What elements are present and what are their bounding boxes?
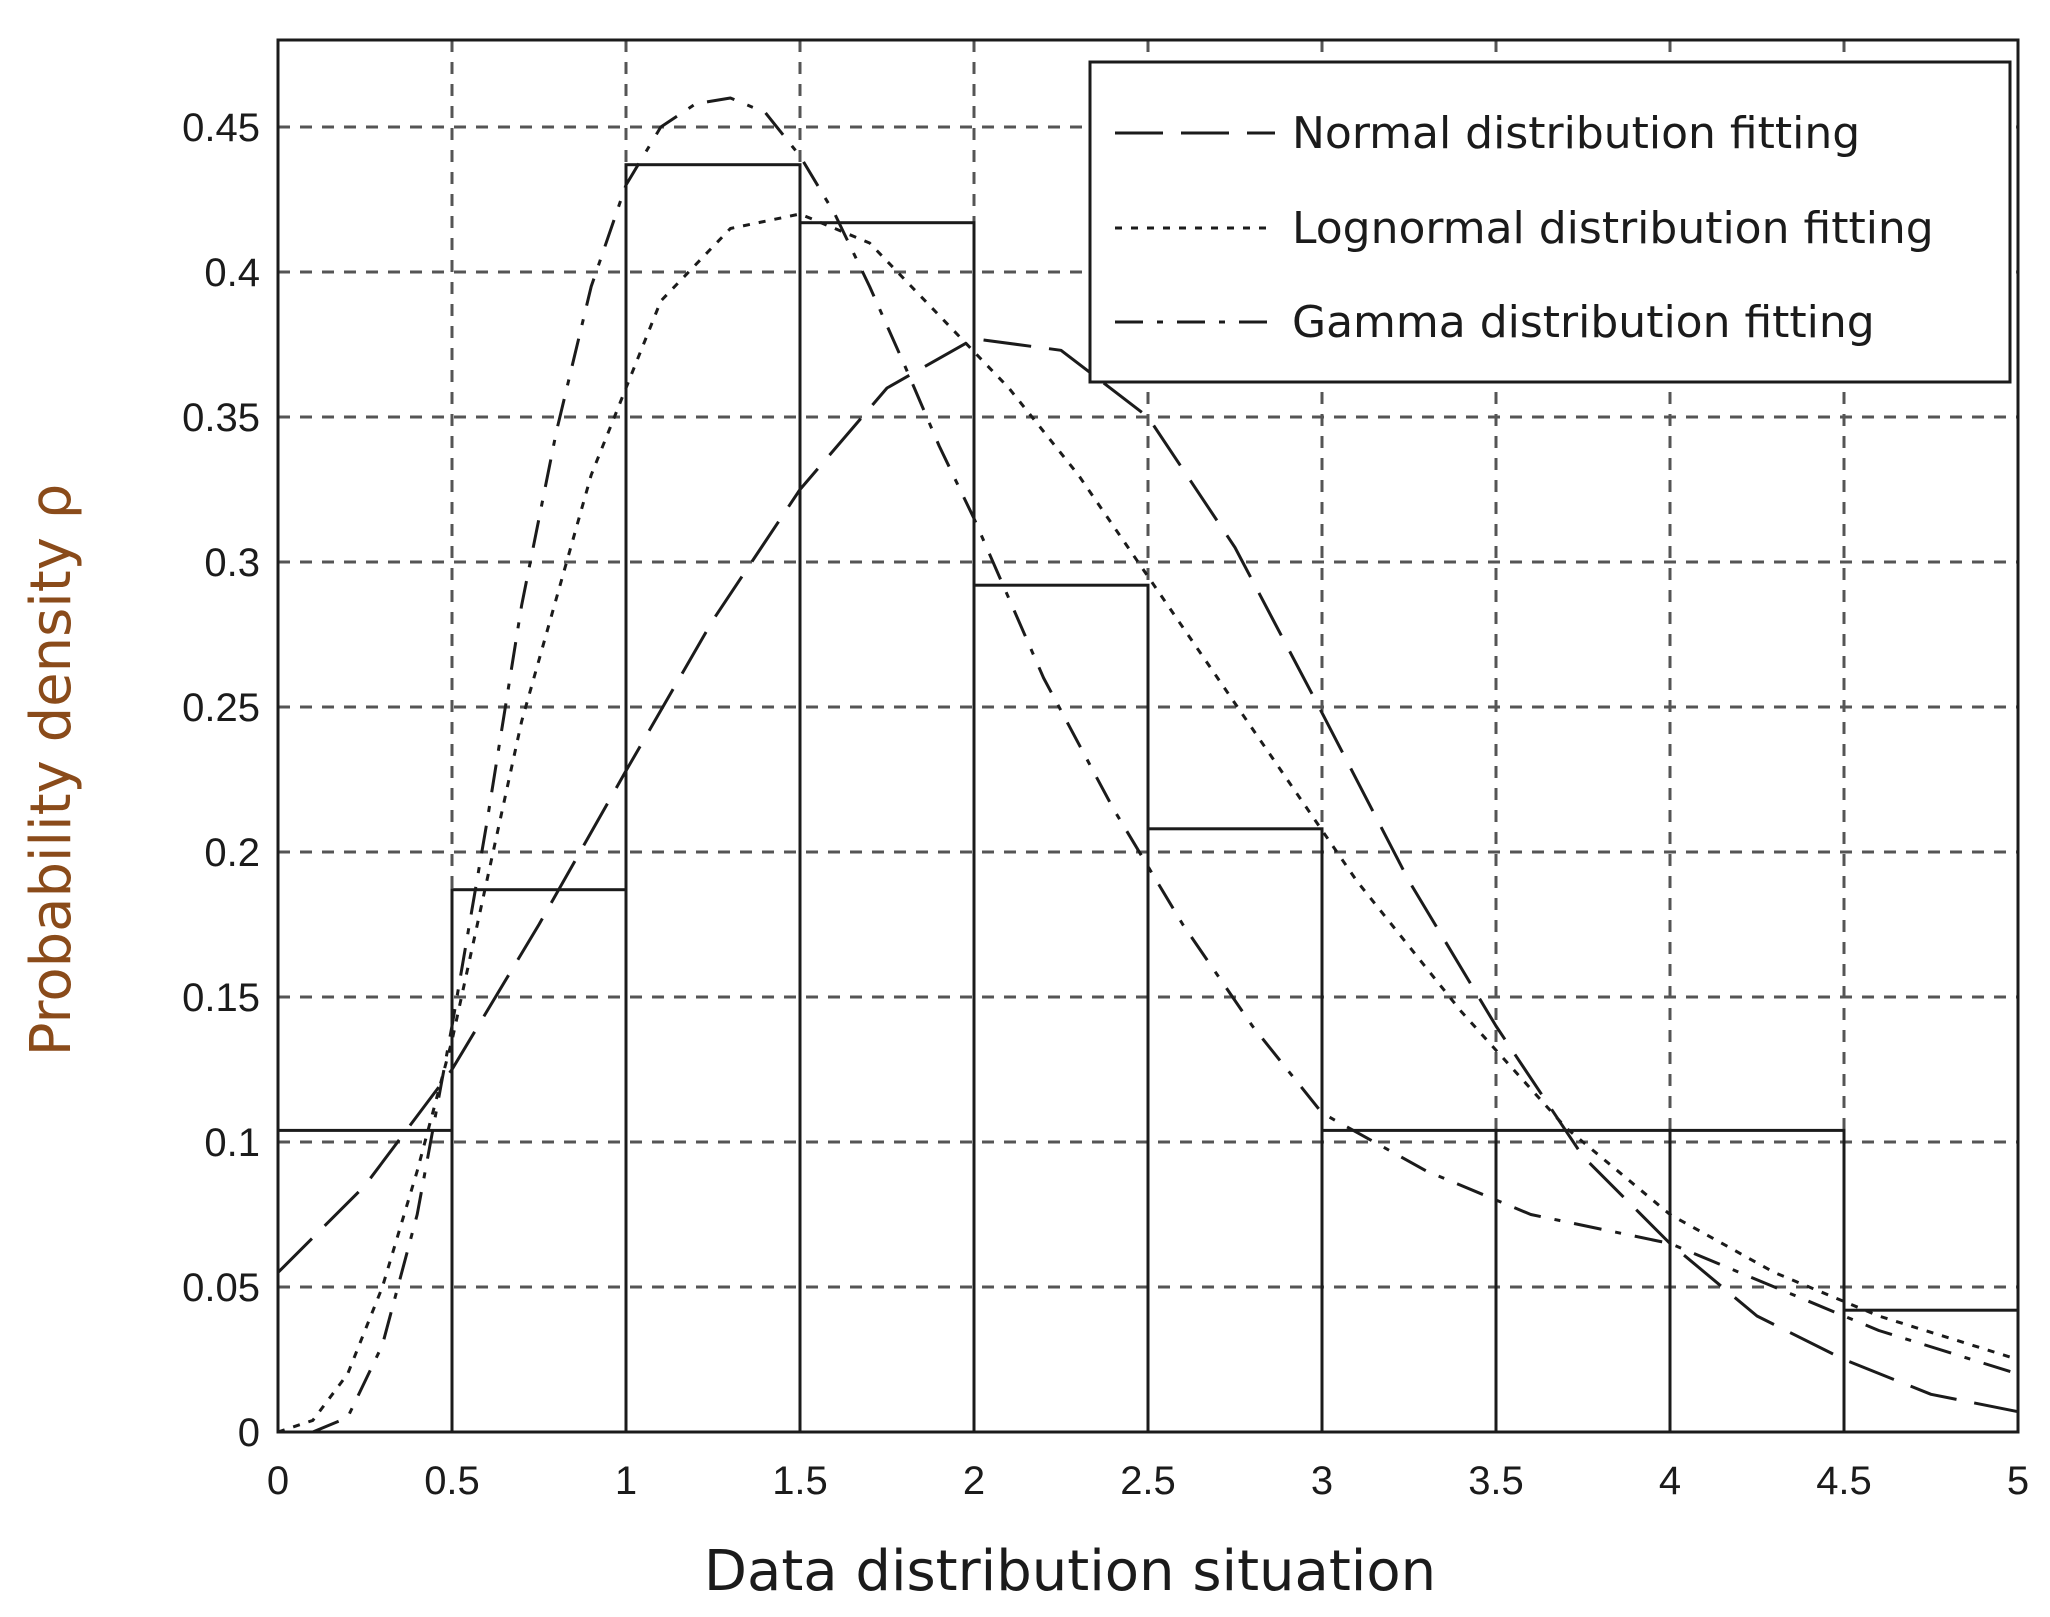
y-tick-label: 0.15 — [182, 976, 260, 1020]
x-tick-label: 3.5 — [1468, 1459, 1524, 1503]
y-tick-label: 0.3 — [204, 541, 260, 585]
x-tick-label: 4 — [1659, 1459, 1681, 1503]
x-tick-label: 4.5 — [1816, 1459, 1872, 1503]
x-tick-label: 1 — [615, 1459, 637, 1503]
y-tick-label: 0.25 — [182, 686, 260, 730]
legend-label-normal: Normal distribution fitting — [1292, 108, 1860, 159]
x-axis-title: Data distribution situation — [704, 1539, 1436, 1604]
y-tick-label: 0.1 — [204, 1121, 260, 1165]
y-tick-label: 0.35 — [182, 396, 260, 440]
legend-label-gamma: Gamma distribution fitting — [1292, 297, 1875, 348]
y-tick-label: 0.45 — [182, 106, 260, 150]
fit-curves — [276, 96, 2019, 1434]
x-tick-label: 3 — [1311, 1459, 1333, 1503]
x-tick-label: 2.5 — [1120, 1459, 1176, 1503]
legend: Normal distribution fitting Lognormal di… — [1088, 60, 2012, 384]
x-tick-label: 5 — [2007, 1459, 2029, 1503]
series-line-lognormal — [277, 212, 2019, 1434]
y-axis-title: Probability density ρ — [19, 484, 84, 1057]
legend-label-lognormal: Lognormal distribution fitting — [1292, 203, 1934, 254]
x-tick-label: 0 — [267, 1459, 289, 1503]
y-tick-label: 0 — [238, 1411, 260, 1455]
x-tick-label: 0.5 — [424, 1459, 480, 1503]
y-tick-labels: 0 0.05 0.1 0.15 0.2 0.25 0.3 0.35 0.4 0.45 — [182, 106, 260, 1455]
y-tick-label: 0.05 — [182, 1266, 260, 1310]
x-tick-label: 1.5 — [772, 1459, 828, 1503]
x-tick-labels: 0 0.5 1 1.5 2 2.5 3 3.5 4 4.5 5 — [267, 1459, 2029, 1503]
series-line-normal — [276, 337, 2019, 1414]
plot-frame — [276, 38, 2020, 1434]
y-tick-label: 0.2 — [204, 831, 260, 875]
y-tick-label: 0.4 — [204, 251, 260, 295]
legend-box — [1088, 60, 2012, 384]
x-tick-label: 2 — [963, 1459, 985, 1503]
